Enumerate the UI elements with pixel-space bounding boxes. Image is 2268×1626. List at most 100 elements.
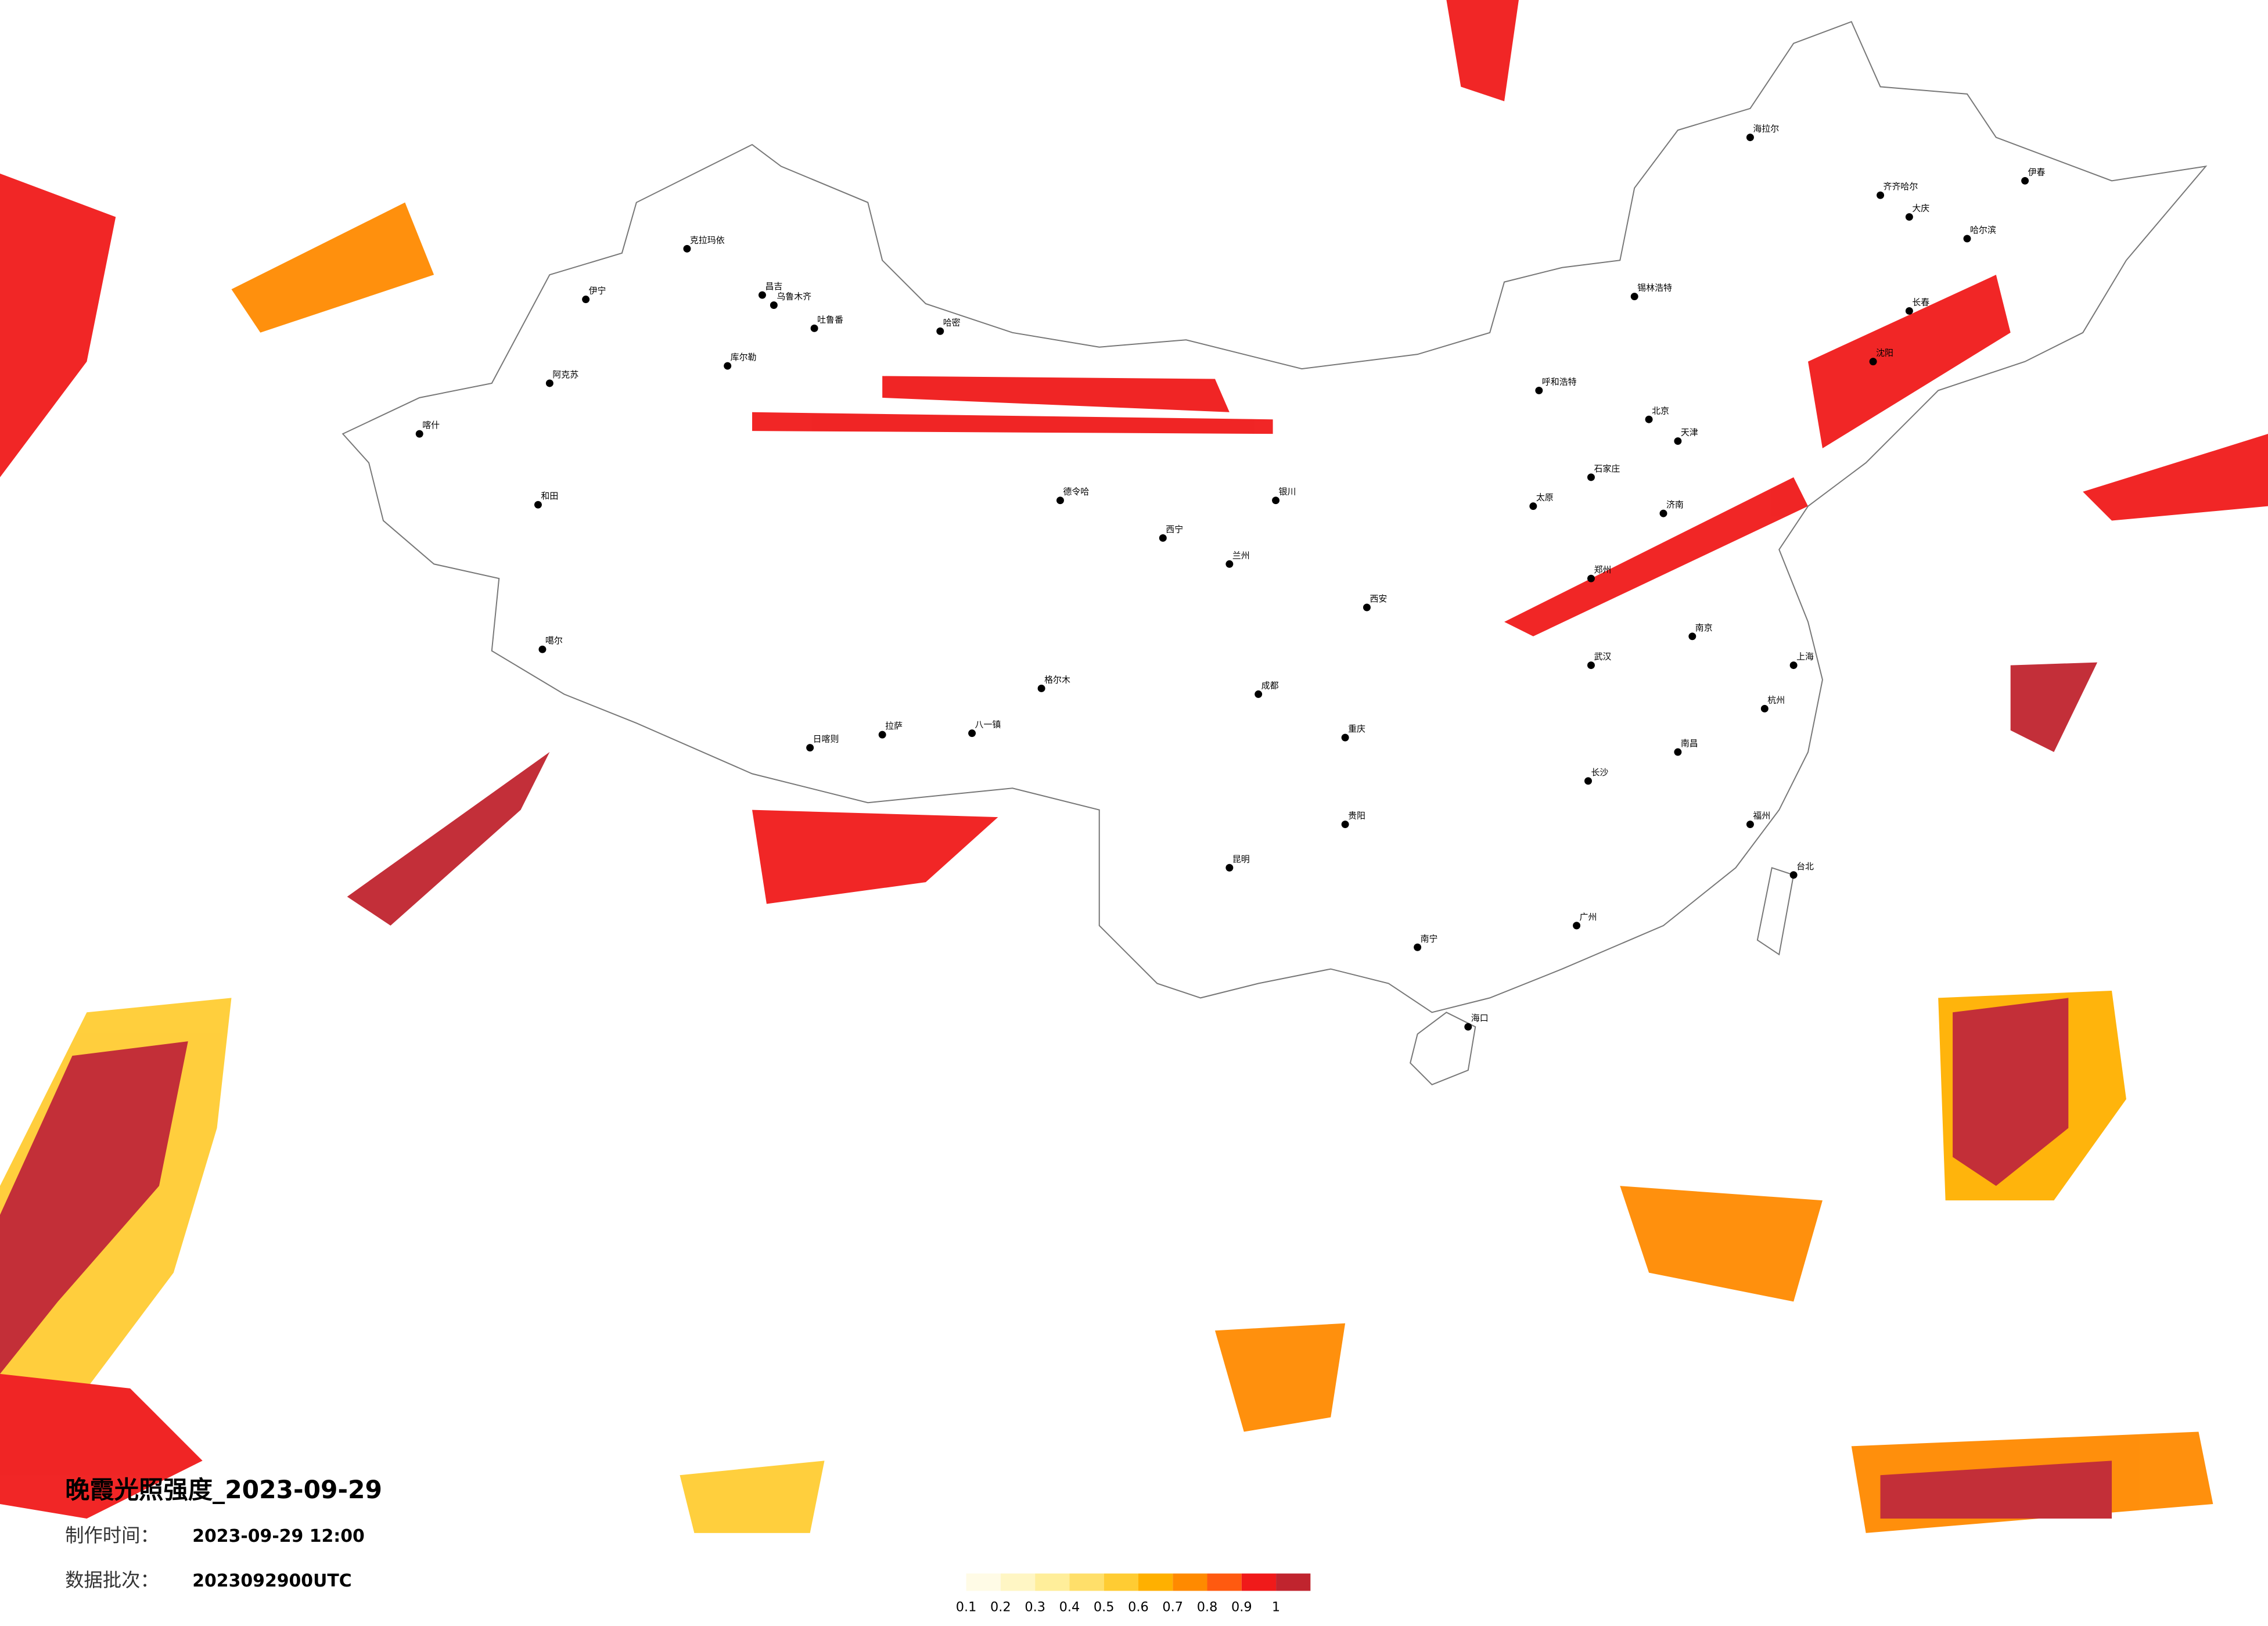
city-label: 呼和浩特 [1542, 376, 1577, 387]
city-label: 成都 [1261, 680, 1279, 690]
city-label: 哈密 [943, 317, 961, 328]
city-label: 南昌 [1681, 738, 1698, 749]
heat-blob [2083, 434, 2268, 521]
heat-blob [231, 202, 434, 333]
city-label: 长沙 [1591, 767, 1608, 778]
legend: 0.1 0.2 0.3 0.4 0.5 0.6 0.7 0.8 0.9 1 [956, 1573, 1311, 1614]
city-label: 克拉玛依 [690, 235, 725, 245]
heat-blob [1214, 1323, 1346, 1432]
legend-label: 0.7 [1162, 1599, 1183, 1614]
city-label: 西安 [1370, 593, 1387, 604]
city-dot [1645, 415, 1653, 423]
heat-blob [1620, 1186, 1823, 1302]
city-label: 哈尔滨 [1970, 225, 1996, 235]
city-label: 天津 [1681, 427, 1698, 438]
city-label: 西宁 [1166, 524, 1183, 534]
city-label: 伊宁 [589, 286, 606, 296]
city-dot [538, 645, 547, 653]
city-label: 大庆 [1912, 203, 1929, 214]
city-label: 台北 [1796, 861, 1814, 872]
city-dot [1746, 134, 1754, 142]
city-dot [1630, 293, 1638, 301]
city-dot [1363, 603, 1371, 611]
city-label: 银川 [1279, 487, 1296, 497]
city-dot [1341, 821, 1349, 829]
city-dot [1414, 943, 1422, 951]
city-label: 沈阳 [1876, 348, 1893, 358]
made-value: 2023-09-29 12:00 [192, 1526, 365, 1546]
city-dot [1877, 191, 1885, 199]
heat-blob [0, 173, 116, 477]
city-dot [1789, 871, 1798, 879]
city-label: 重庆 [1348, 724, 1365, 734]
made-label: 制作时间： [65, 1524, 159, 1546]
city-dot [1869, 358, 1877, 366]
city-dot [1464, 1023, 1472, 1031]
city-label: 昌吉 [765, 281, 782, 292]
heat-blob [1446, 0, 1519, 102]
city-dot [1674, 437, 1682, 445]
city-label: 海拉尔 [1753, 124, 1779, 134]
legend-label: 0.6 [1128, 1599, 1149, 1614]
city-label: 喀什 [422, 420, 440, 430]
heat-blob [1880, 1460, 2112, 1519]
city-dot [1587, 661, 1595, 670]
heat-blob [1808, 275, 2011, 449]
city-dot [1159, 534, 1167, 542]
heat-blob [752, 412, 1273, 434]
city-dot [1659, 509, 1667, 517]
city-label: 南京 [1695, 623, 1713, 633]
city-label: 杭州 [1767, 695, 1785, 705]
city-dot [545, 379, 553, 387]
city-dot [1255, 690, 1263, 698]
city-dot [810, 324, 818, 332]
city-label: 锡林浩特 [1637, 283, 1672, 293]
legend-label: 0.2 [990, 1599, 1011, 1614]
city-dot [1905, 307, 1913, 315]
city-dot [1760, 704, 1769, 713]
legend-swatch [1207, 1573, 1242, 1591]
city-dot [1587, 574, 1595, 582]
legend-label: 0.4 [1059, 1599, 1080, 1614]
city-label: 南宁 [1421, 933, 1438, 944]
island-boundary [1756, 866, 1795, 956]
city-dot [1746, 821, 1754, 829]
city-label: 八一镇 [975, 720, 1001, 730]
city-label: 昆明 [1232, 854, 1250, 864]
heat-blob [1953, 998, 2069, 1186]
city-label: 乌鲁木齐 [777, 292, 811, 302]
city-label: 太原 [1536, 492, 1554, 503]
city-label: 贵阳 [1348, 811, 1365, 821]
legend-swatch [1138, 1573, 1173, 1591]
city-label: 齐齐哈尔 [1884, 181, 1918, 192]
city-dot [1789, 661, 1798, 670]
country-boundary [342, 21, 2208, 1013]
city-dot [1341, 733, 1349, 742]
city-label: 济南 [1666, 499, 1684, 510]
city-label: 北京 [1652, 405, 1669, 416]
city-label: 日喀则 [813, 734, 839, 744]
city-label: 郑州 [1594, 564, 1611, 575]
heat-blob [680, 1460, 825, 1533]
city-dot [1905, 213, 1913, 221]
city-label: 广州 [1580, 912, 1597, 922]
legend-label: 0.8 [1197, 1599, 1218, 1614]
city-dot [1535, 386, 1543, 394]
city-dot [758, 291, 766, 299]
city-dot [1963, 235, 1971, 243]
legend-swatch [1104, 1573, 1138, 1591]
city-dot [1056, 497, 1064, 505]
city-dot [2021, 177, 2029, 185]
city-label: 噶尔 [545, 635, 563, 646]
city-label: 长春 [1912, 297, 1929, 307]
city-dot [1272, 497, 1280, 505]
legend-swatch [1173, 1573, 1207, 1591]
city-label: 库尔勒 [731, 352, 757, 362]
city-label: 海口 [1471, 1013, 1489, 1023]
city-dot [534, 501, 542, 509]
legend-swatch [1035, 1573, 1070, 1591]
city-label: 德令哈 [1063, 487, 1089, 497]
heat-blob [752, 810, 998, 904]
legend-swatch [1276, 1573, 1311, 1591]
